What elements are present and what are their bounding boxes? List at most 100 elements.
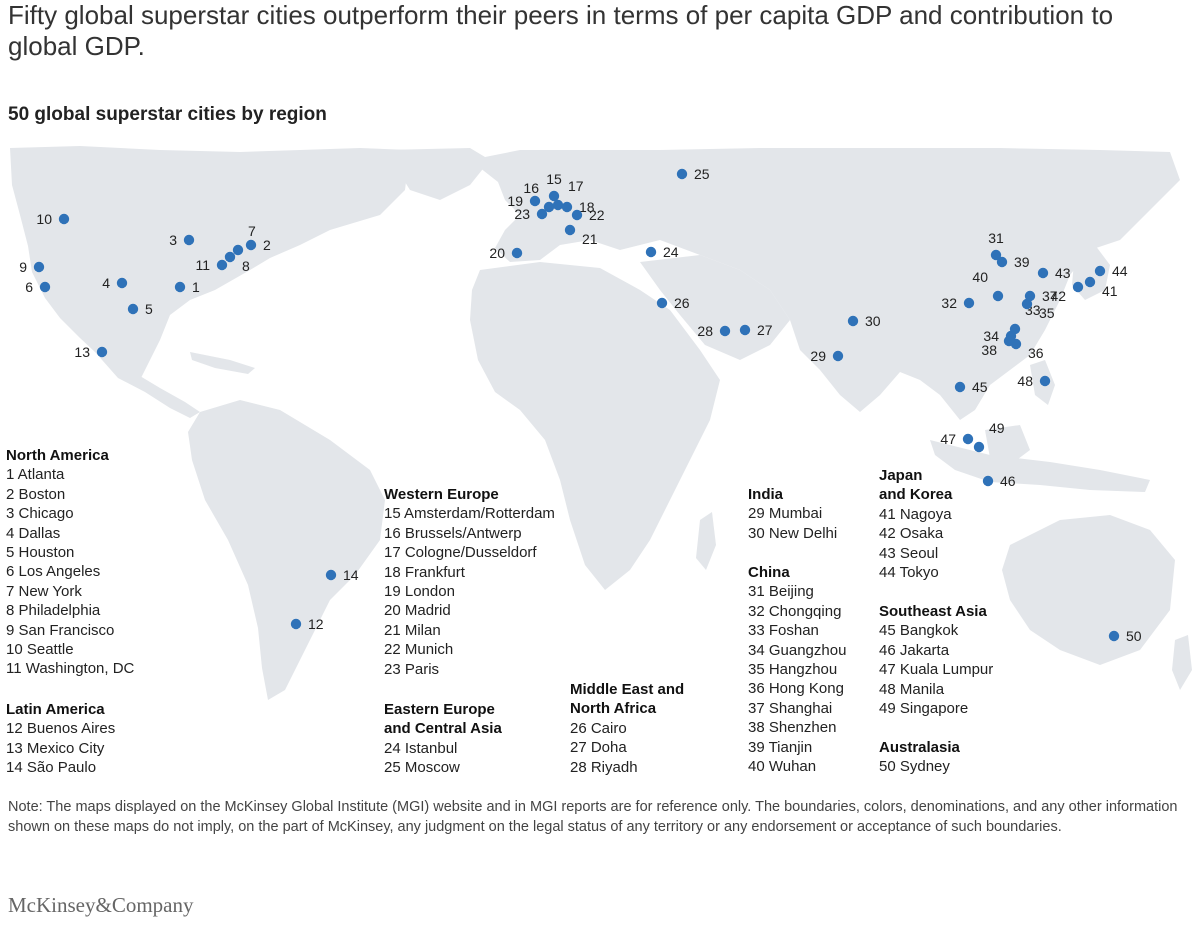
city-marker-40 <box>992 290 1004 302</box>
city-marker-6 <box>39 281 51 293</box>
city-marker-17 <box>552 199 564 211</box>
legend-city-item: 26 Cairo <box>570 719 627 737</box>
city-marker-label-7: 7 <box>248 223 256 239</box>
land-greenland <box>385 148 490 200</box>
legend-region-heading: Latin America <box>6 701 105 718</box>
city-marker-label-15: 15 <box>546 171 562 187</box>
city-marker-label-30: 30 <box>865 313 881 329</box>
city-marker-label-9: 9 <box>19 259 27 275</box>
legend-city-item: 15 Amsterdam/Rotterdam <box>384 505 555 523</box>
city-marker-label-36: 36 <box>1028 345 1044 361</box>
legend-city-item: 32 Chongqing <box>748 602 842 620</box>
city-marker-label-19: 19 <box>507 193 523 209</box>
legend-city-item: 39 Tianjin <box>748 738 813 756</box>
city-marker-9 <box>33 261 45 273</box>
city-marker-2 <box>245 239 257 251</box>
city-marker-label-14: 14 <box>343 567 359 583</box>
city-marker-30 <box>847 315 859 327</box>
land-caribbean <box>190 352 255 374</box>
city-marker-label-38: 38 <box>981 342 997 358</box>
land-australia <box>1002 515 1175 665</box>
city-marker-label-44: 44 <box>1112 263 1128 279</box>
city-marker-39 <box>996 256 1008 268</box>
city-marker-label-29: 29 <box>810 348 826 364</box>
city-marker-label-1: 1 <box>192 279 200 295</box>
legend-region-heading: Australasia <box>879 739 960 756</box>
city-marker-35 <box>1021 298 1033 310</box>
legend-city-item: 45 Bangkok <box>879 622 959 640</box>
legend-city-item: 44 Tokyo <box>879 564 939 582</box>
legend-region-heading: Japan <box>879 467 923 484</box>
legend-city-item: 49 Singapore <box>879 700 969 718</box>
legend-city-item: 46 Jakarta <box>879 641 950 659</box>
city-marker-label-41: 41 <box>1102 283 1118 299</box>
city-marker-44 <box>1094 265 1106 277</box>
legend-city-item: 38 Shenzhen <box>748 719 837 737</box>
legend-city-item: 23 Paris <box>384 660 440 678</box>
legend-city-item: 19 London <box>384 583 455 601</box>
city-marker-label-23: 23 <box>514 206 530 222</box>
chart-subtitle: 50 global superstar cities by region <box>8 104 327 125</box>
legend-city-item: 30 New Delhi <box>748 524 838 542</box>
legend-city-item: 14 São Paulo <box>6 759 97 777</box>
city-marker-43 <box>1037 267 1049 279</box>
city-marker-8 <box>224 251 236 263</box>
legend-city-item: 7 New York <box>6 582 82 600</box>
legend-region-heading: Eastern Europe <box>384 701 495 718</box>
city-marker-28 <box>719 325 731 337</box>
legend-city-item: 27 Doha <box>570 739 627 757</box>
city-marker-31 <box>990 249 1002 261</box>
chart-title: Fifty global superstar cities outperform… <box>8 0 1114 61</box>
city-marker-label-11: 11 <box>195 257 210 273</box>
city-marker-22 <box>571 209 583 221</box>
land-madagascar <box>696 512 716 570</box>
city-marker-4 <box>116 277 128 289</box>
city-marker-1 <box>174 281 186 293</box>
city-marker-label-42: 42 <box>1050 288 1066 304</box>
legend-region-heading: North Africa <box>570 700 657 718</box>
legend-city-item: 21 Milan <box>384 621 441 639</box>
city-marker-label-3: 3 <box>169 232 177 248</box>
legend-city-item: 36 Hong Kong <box>748 680 844 698</box>
city-marker-label-6: 6 <box>25 279 33 295</box>
city-marker-18 <box>561 201 573 213</box>
city-marker-24 <box>645 246 657 258</box>
land-asia <box>660 148 1180 420</box>
city-marker-label-37: 37 <box>1042 288 1058 304</box>
legend-region-heading: China <box>748 564 790 581</box>
city-marker-label-35: 35 <box>1039 305 1055 321</box>
legend-region-heading: India <box>748 486 784 503</box>
city-marker-16 <box>543 201 555 213</box>
legend-city-item: 3 Chicago <box>6 505 74 523</box>
city-marker-37 <box>1024 290 1036 302</box>
city-marker-50 <box>1108 630 1120 642</box>
city-marker-label-24: 24 <box>663 244 679 260</box>
legend-city-item: 29 Mumbai <box>748 505 823 523</box>
city-marker-42 <box>1072 281 1084 293</box>
city-marker-label-8: 8 <box>242 258 250 274</box>
legend-city-item: 10 Seattle <box>6 641 74 659</box>
city-marker-49 <box>973 441 985 453</box>
legend-city-item: 5 Houston <box>6 544 75 562</box>
city-marker-label-32: 32 <box>941 295 957 311</box>
city-marker-46 <box>982 475 994 487</box>
legend-region-middle-east-and-north-africa: Middle East and North Africa 26 Cairo 27 Do… <box>570 680 684 777</box>
city-marker-label-5: 5 <box>145 301 153 317</box>
legend-city-item: 16 Brussels/Antwerp <box>384 524 522 542</box>
legend-region-north-america: North America 1 Atlanta 2 Boston 3 Chicago 4… <box>6 446 134 679</box>
city-marker-10 <box>58 213 70 225</box>
city-marker-label-13: 13 <box>74 344 90 360</box>
city-marker-label-12: 12 <box>308 616 324 632</box>
legend-region-heading: Southeast Asia <box>879 603 987 620</box>
legend-region-heading: Middle East and <box>570 681 685 698</box>
city-marker-label-26: 26 <box>674 295 690 311</box>
land-indonesia <box>930 440 1150 492</box>
land-middle-east <box>640 255 790 360</box>
land-new-zealand <box>1172 635 1192 690</box>
city-marker-label-18: 18 <box>579 199 595 215</box>
city-marker-label-45: 45 <box>972 379 988 395</box>
city-marker-38 <box>1003 335 1015 347</box>
city-marker-label-31: 31 <box>988 230 1004 246</box>
